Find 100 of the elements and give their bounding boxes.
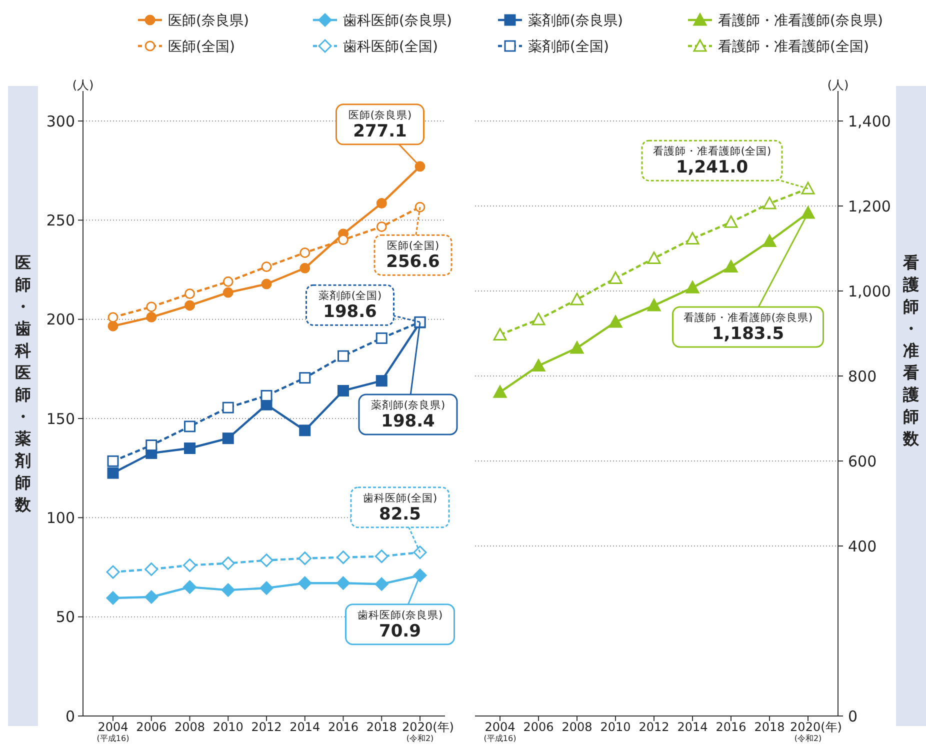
- point: [338, 234, 348, 246]
- legend-label: 薬剤師(全国): [528, 38, 609, 55]
- point: [222, 287, 234, 298]
- point: [221, 583, 235, 597]
- point: [300, 247, 310, 258]
- y-tick-label: 0: [65, 707, 75, 726]
- point: [570, 341, 584, 354]
- point: [261, 262, 272, 272]
- y-tick-label: 0: [848, 707, 858, 726]
- point: [146, 440, 158, 452]
- annotation: 歯科医師(奈良県) 70.9: [357, 608, 443, 642]
- point: [106, 565, 120, 579]
- point: [144, 562, 158, 576]
- text: (人): [72, 78, 94, 92]
- point: [222, 276, 234, 287]
- x-tick-label: 2008: [562, 720, 592, 734]
- text: 看護師・准看護師数: [903, 253, 919, 448]
- point: [261, 278, 272, 290]
- point: [376, 375, 388, 387]
- point: [647, 252, 661, 264]
- point: [686, 232, 700, 244]
- y-tick-label: 800: [848, 367, 877, 386]
- point: [298, 576, 312, 590]
- y-tick-label: 250: [46, 211, 75, 230]
- point: [608, 272, 622, 284]
- point: [724, 215, 738, 228]
- x-tick-label: 2006: [136, 720, 167, 734]
- annotation: 看護師・准看護師(奈良県) 1,183.5: [683, 311, 813, 344]
- point: [493, 328, 507, 341]
- point: [647, 298, 661, 312]
- point: [336, 550, 350, 564]
- text: 医師・歯科医師・薬剤師数: [15, 253, 31, 514]
- legend-label: 医師(全国): [168, 38, 235, 55]
- point: [376, 198, 387, 209]
- annotation: 医師(全国) 256.6: [386, 240, 440, 272]
- y-tick-label: 300: [46, 112, 75, 130]
- point: [801, 206, 815, 219]
- point: [222, 432, 234, 444]
- point: [299, 372, 311, 384]
- point: [107, 455, 119, 467]
- y-tick-label: 1,000: [848, 282, 891, 300]
- x-tick-label: 2020(年) (令和2): [402, 720, 454, 743]
- y-tick-label: 400: [848, 537, 877, 556]
- point: [300, 262, 310, 274]
- annotation: 歯科医師(全国) 82.5: [362, 491, 438, 524]
- x-tick-label: 2010: [212, 720, 244, 734]
- point: [686, 280, 700, 294]
- point: [222, 402, 234, 414]
- point: [108, 312, 118, 323]
- y-tick-label: 600: [848, 452, 877, 470]
- point: [184, 300, 195, 311]
- x-tick-label: 2016: [328, 720, 359, 734]
- point: [146, 302, 157, 312]
- point: [108, 320, 118, 332]
- point: [299, 424, 311, 436]
- point: [336, 576, 350, 590]
- legend-label: 歯科医師(奈良県): [343, 12, 452, 29]
- point: [260, 554, 274, 568]
- annotation: 医師(奈良県) 277.1: [348, 108, 412, 142]
- x-tick-label: 2014: [290, 720, 320, 734]
- x-tick-label: 2014: [677, 720, 708, 734]
- point: [106, 591, 120, 605]
- point: [107, 467, 119, 479]
- point: [298, 552, 312, 566]
- y-tick-label: 150: [46, 410, 75, 428]
- point: [532, 359, 546, 372]
- point: [414, 202, 426, 212]
- point: [338, 384, 349, 396]
- point: [801, 182, 815, 194]
- legend-label: 歯科医師(全国): [343, 38, 438, 55]
- point: [144, 590, 158, 604]
- x-tick-label: 2012: [251, 720, 282, 734]
- point: [221, 556, 235, 570]
- point: [146, 312, 157, 322]
- x-tick-label: 2018: [754, 720, 785, 734]
- point: [570, 292, 584, 306]
- legend-label: 医師(奈良県): [168, 12, 249, 29]
- annotation: 薬剤師(全国) 198.6: [318, 289, 382, 322]
- point: [724, 260, 738, 273]
- legend-label: 看護師・准看護師(全国): [718, 38, 869, 55]
- x-tick-label: 2012: [638, 720, 670, 734]
- point: [413, 568, 427, 582]
- x-tick-label: 2016: [716, 720, 746, 734]
- y-tick-label: 50: [56, 608, 75, 626]
- legend-label: 薬剤師(奈良県): [528, 12, 623, 29]
- point: [184, 442, 196, 454]
- point: [493, 385, 507, 398]
- x-tick-label: 2010: [600, 720, 631, 734]
- point: [374, 577, 388, 591]
- point: [413, 546, 427, 560]
- point: [260, 581, 274, 595]
- x-tick-label: 2004 (平成16): [484, 720, 516, 743]
- y-tick-label: 1,400: [848, 112, 891, 130]
- text: (人): [827, 78, 849, 92]
- y-tick-label: 100: [46, 508, 75, 527]
- legend-label: 看護師・准看護師(奈良県): [718, 12, 883, 29]
- x-tick-label: 2020(年) (令和2): [790, 720, 842, 743]
- point: [183, 580, 196, 594]
- y-tick-label: 1,200: [848, 197, 891, 216]
- point: [376, 221, 387, 232]
